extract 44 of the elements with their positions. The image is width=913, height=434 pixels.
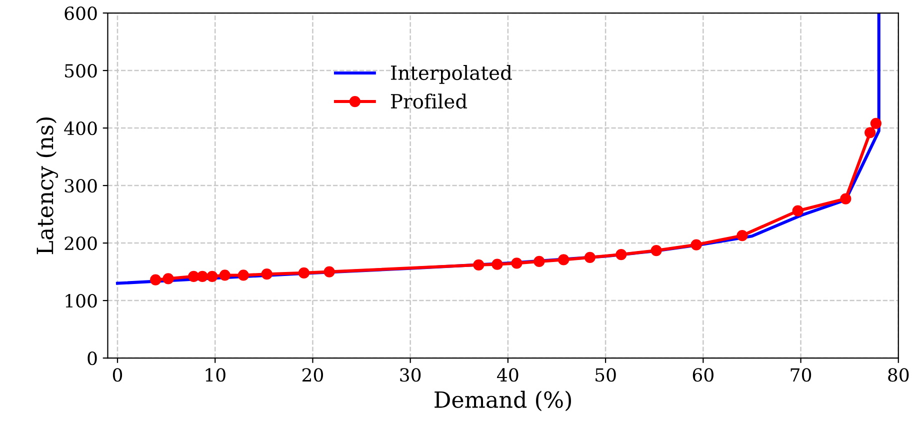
point (492, 258, 503, 270)
legend-label: Profiled (391, 94, 468, 109)
x-tick-label: 60 (692, 368, 714, 382)
x-tick-label: 70 (790, 368, 812, 382)
y-axis-title: Latency (ns) (36, 118, 58, 254)
x-tick-label: 20 (302, 368, 324, 382)
point (690, 239, 702, 250)
y-tick-label: 300 (64, 178, 97, 193)
point (298, 267, 310, 278)
point (558, 254, 570, 266)
point (616, 248, 627, 260)
point (792, 205, 804, 216)
y-tick-label: 500 (65, 64, 97, 78)
x-tick-label: 10 (206, 368, 226, 382)
point (473, 259, 484, 270)
point (870, 118, 882, 129)
point (206, 270, 218, 282)
point (736, 230, 748, 242)
point (511, 258, 522, 269)
point (584, 252, 596, 263)
y-tick-label: 400 (64, 121, 97, 136)
y-tick-label: 200 (64, 236, 97, 250)
point (324, 266, 335, 278)
x-tick-label: 0 (112, 368, 122, 382)
point (196, 270, 208, 282)
x-tick-label: 50 (596, 368, 616, 382)
x-tick-label: 40 (497, 368, 518, 382)
point (188, 270, 200, 282)
y-tick-label: 100 (66, 294, 97, 308)
legend-label: Interpolated (391, 65, 512, 84)
point (238, 270, 249, 281)
y-tick-label: 600 (64, 6, 97, 20)
point (219, 270, 230, 281)
y-tick-label: 0 (88, 352, 97, 366)
point (162, 273, 174, 284)
x-tick-label: 80 (888, 368, 909, 382)
point (534, 256, 545, 267)
point (150, 274, 162, 286)
point (840, 193, 852, 204)
x-axis-title: Demand (%) (434, 390, 571, 412)
point (650, 244, 662, 256)
point (261, 268, 272, 280)
x-tick-label: 30 (400, 368, 421, 382)
point (864, 127, 876, 138)
